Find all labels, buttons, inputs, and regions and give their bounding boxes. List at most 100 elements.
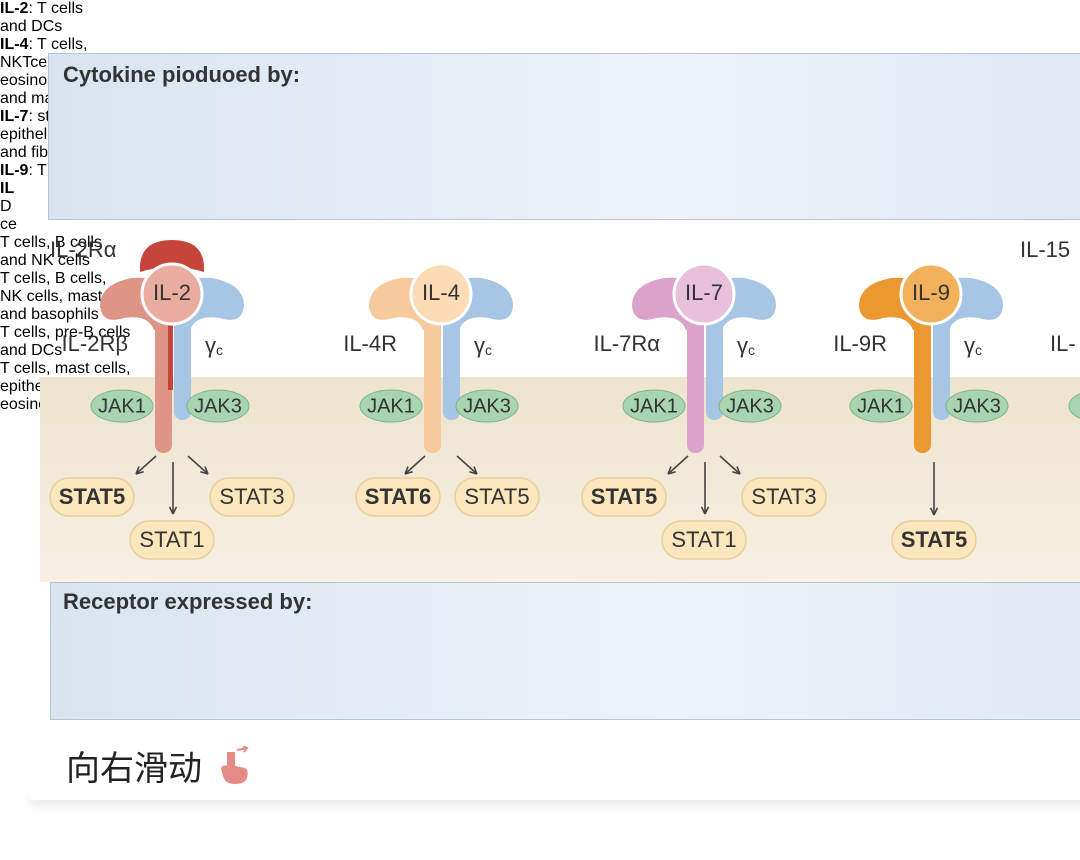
producer-line: IL-2: T cells [0, 0, 1080, 18]
stat-pill [454, 477, 540, 517]
stat-label: STAT6 [365, 484, 431, 509]
gamma-subscript: c [216, 342, 223, 358]
jak [90, 389, 154, 423]
producer-title: Cytokine pioduoed by: [63, 62, 301, 87]
cytokine-name: IL-9 [0, 162, 29, 179]
cytokine-name: IL-7 [0, 108, 29, 125]
alpha-strip [168, 320, 173, 390]
arrow-head [667, 466, 676, 475]
producer-line: D [0, 198, 12, 215]
expression-column: T cells, pre-B cells and DCs [0, 324, 1080, 360]
gamma-subscript: c [975, 342, 982, 358]
stat-pill [661, 520, 747, 560]
swipe-hint: 向右滑动 [66, 740, 249, 790]
jak [622, 389, 686, 423]
chain-stalk [424, 310, 441, 453]
receptor-box: Receptor expressed by: [50, 582, 1080, 720]
arrow-head [168, 506, 178, 515]
ligand-label: IL-9 [912, 280, 950, 305]
cytokine-name: IL-4 [0, 36, 29, 53]
gamma-symbol: γ [737, 333, 748, 358]
arrow-head [469, 466, 478, 475]
stat-pill [49, 477, 135, 517]
gamma-subscript: c [485, 342, 492, 358]
gamma-label: γc [474, 333, 492, 358]
producer-line: and DCs [0, 18, 63, 35]
expression-line: and DCs [0, 342, 63, 359]
expression-column: T cells, B cells, NK cells, mast cells and… [0, 270, 1080, 324]
expression-line: and basophils [0, 306, 99, 323]
ligand-label: IL-7 [685, 280, 723, 305]
stat-pill [209, 477, 295, 517]
chain-label: IL-9R [833, 331, 887, 356]
expression-line: and NK cells [0, 252, 90, 269]
arrow [135, 455, 157, 475]
jak-label: JAK1 [367, 395, 415, 417]
jak-label: JAK1 [857, 395, 905, 417]
arrow-head [200, 466, 209, 475]
producer-line: IL-4: T cells, [0, 36, 1080, 54]
ligand-label: IL-4 [422, 280, 460, 305]
arrow-head [700, 506, 710, 515]
chain-stalk [687, 310, 704, 453]
jak-label: JAK1 [630, 395, 678, 417]
producer-text: : T cells, [28, 36, 88, 53]
cytokine-name: IL-2 [0, 0, 29, 17]
stat-label: STAT5 [591, 484, 657, 509]
producer-text: : T cells [28, 0, 83, 17]
arrow [719, 455, 741, 475]
chain-label: IL-2Rβ [62, 331, 128, 356]
arrow-head [732, 466, 741, 475]
jak [945, 389, 1009, 423]
gamma-symbol: γ [474, 333, 485, 358]
jak-label: JAK3 [194, 395, 242, 417]
jak-label: JAK3 [463, 395, 511, 417]
alpha-chain [139, 240, 205, 272]
card-shadow [30, 790, 1080, 800]
stat-pill [355, 477, 441, 517]
stat-label: STAT5 [464, 484, 529, 509]
arrow [187, 455, 209, 475]
alpha-label: IL-2Rα [50, 237, 117, 262]
expression-column: T cells, B cells and NK cells [0, 234, 1080, 270]
jak-label: JAK3 [726, 395, 774, 417]
gamma-label: γc [205, 333, 223, 358]
jak [849, 389, 913, 423]
stat-pill [741, 477, 827, 517]
jak-label: JAK3 [953, 395, 1001, 417]
ligand [672, 262, 736, 326]
expression-line: T cells, mast cells, [0, 360, 131, 377]
gamma-label: γc [964, 333, 982, 358]
stat-pill [891, 520, 977, 560]
gamma-stalk [443, 310, 460, 420]
ligand-label: IL-2 [153, 280, 191, 305]
jak [359, 389, 423, 423]
producer-column: IL-2: T cells and DCs [0, 0, 1080, 36]
expression-line: T cells, B cells [0, 234, 102, 251]
arrow [456, 455, 478, 475]
swipe-text: 向右滑动 [66, 749, 202, 789]
stat-label: STAT3 [219, 484, 284, 509]
producer-box: Cytokine pioduoed by: [48, 53, 1080, 220]
jak [718, 389, 782, 423]
stat-pill [129, 520, 215, 560]
jak [186, 389, 250, 423]
stat-label: STAT1 [671, 527, 736, 552]
arrow-head [135, 466, 144, 475]
receptor-title: Receptor expressed by: [63, 589, 313, 614]
chain-label: IL-7Rα [593, 331, 660, 356]
gamma-stalk [706, 310, 723, 420]
expression-line: T cells, pre-B cells [0, 324, 131, 341]
chain-stalk [155, 310, 172, 453]
producer-line: ce [0, 216, 17, 233]
hand-icon [220, 745, 249, 784]
gamma-stalk [174, 310, 191, 420]
producer-line: IL [0, 180, 1080, 198]
gamma-label: γc [737, 333, 755, 358]
chain-label: IL-4R [343, 331, 397, 356]
stat-label: STAT1 [139, 527, 204, 552]
expression-line: T cells, B cells, [0, 270, 107, 287]
ligand [409, 262, 473, 326]
